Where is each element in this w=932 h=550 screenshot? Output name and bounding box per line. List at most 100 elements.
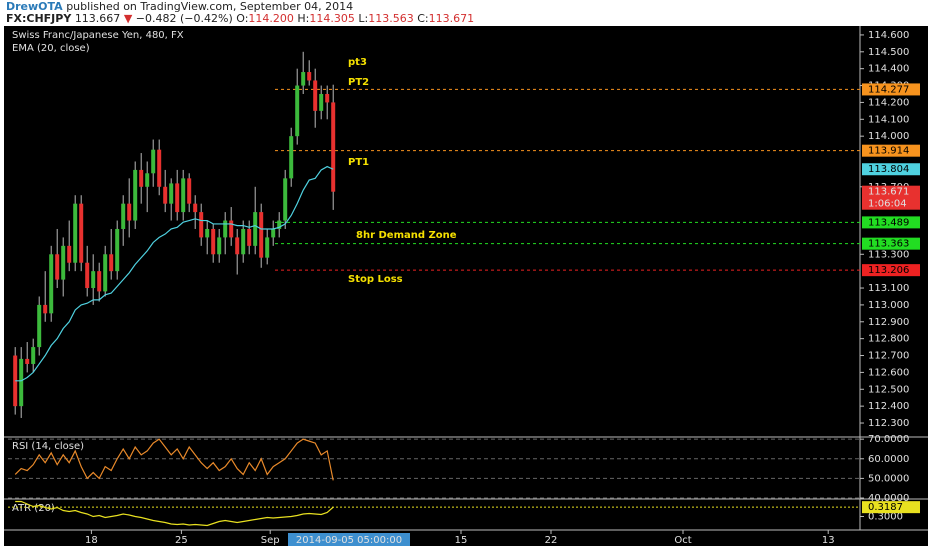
- candle-body: [295, 85, 300, 137]
- candle-body: [319, 93, 324, 111]
- ticker-line: FX:CHFJPY 113.667 ▼ −0.482 (−0.42%) O: 11…: [6, 12, 474, 25]
- candle-body: [211, 228, 216, 255]
- c-key: C:: [417, 12, 428, 25]
- y-tick-label: 114.400: [868, 64, 909, 75]
- h-val: 114.305: [309, 12, 355, 25]
- last-price-label: 113.671: [868, 187, 909, 198]
- header-bar: [0, 0, 932, 26]
- y-tick-label: 114.200: [868, 97, 909, 108]
- published: published on TradingView.com, September …: [66, 0, 353, 13]
- candle-body: [109, 254, 114, 272]
- y-tick-label: 113.100: [868, 283, 909, 294]
- ema-box: [862, 163, 920, 176]
- y-tick-label: 113.000: [868, 300, 909, 311]
- legend-ema: EMA (20, close): [12, 43, 90, 54]
- candle-body: [247, 228, 252, 246]
- candle-body: [91, 271, 96, 289]
- candle-body: [205, 228, 210, 238]
- level-label: 114.277: [868, 84, 909, 95]
- candle-body: [259, 212, 264, 258]
- x-tick-label: Sep: [261, 535, 280, 546]
- candle-body: [181, 178, 186, 213]
- annotation: 8hr Demand Zone: [356, 230, 457, 241]
- candle-body: [265, 237, 270, 258]
- last-value-box: [862, 501, 920, 514]
- last-value-label: 0.3187: [868, 502, 903, 513]
- countdown-label: 1:06:04: [868, 199, 907, 210]
- candle-body: [193, 203, 198, 213]
- annotation: Stop Loss: [348, 274, 403, 285]
- o-key: O:: [236, 12, 248, 25]
- candle-body: [31, 347, 36, 364]
- candle-body: [157, 149, 162, 187]
- last-price-box: [862, 185, 920, 210]
- chart-title: Swiss Franc/Japanese Yen, 480, FX: [12, 30, 184, 41]
- candle-body: [325, 93, 330, 103]
- h-key: H:: [297, 12, 309, 25]
- candle-body: [199, 212, 204, 238]
- level-label: 113.489: [868, 217, 909, 228]
- candle-body: [229, 220, 234, 238]
- ema-label: 113.804: [868, 164, 909, 175]
- x-tick-label: 13: [822, 535, 835, 546]
- candle-body: [169, 183, 174, 204]
- y-tick-label: 40.0000: [868, 493, 909, 504]
- candle-body: [187, 178, 192, 204]
- candle-body: [103, 254, 108, 292]
- plot-background: [4, 26, 928, 546]
- l-key: L:: [358, 12, 368, 25]
- candle-body: [241, 228, 246, 255]
- candle-body: [223, 220, 228, 238]
- candle-body: [55, 254, 60, 280]
- candle-body: [49, 254, 54, 314]
- candle-body: [97, 271, 102, 292]
- level-box: [862, 237, 920, 250]
- candle-body: [253, 212, 258, 246]
- candle-body: [139, 169, 144, 187]
- candle-body: [73, 203, 78, 263]
- level-label: 113.206: [868, 265, 909, 276]
- candle-body: [151, 149, 156, 174]
- y-tick-label: 70.0000: [868, 434, 909, 445]
- candle-body: [217, 237, 222, 255]
- symbol: FX:CHFJPY: [6, 12, 72, 25]
- x-tick-label: 18: [85, 535, 98, 546]
- author[interactable]: DrewOTA: [6, 0, 63, 13]
- ema-line: [15, 165, 334, 382]
- c-val: 113.671: [429, 12, 475, 25]
- x-tick-label: 25: [175, 535, 188, 546]
- candle-body: [133, 169, 138, 221]
- candle-body: [277, 220, 282, 229]
- crosshair-box: [288, 533, 410, 546]
- candle-body: [307, 72, 312, 81]
- y-tick-label: 112.300: [868, 418, 909, 429]
- candle-body: [271, 228, 276, 238]
- last: 113.667: [75, 12, 121, 25]
- level-box: [862, 216, 920, 229]
- change: −0.482 (−0.42%): [136, 12, 233, 25]
- candle-body: [61, 245, 66, 280]
- indicator-line: [15, 500, 334, 527]
- level-label: 113.363: [868, 239, 909, 250]
- y-tick-label: 114.600: [868, 30, 909, 41]
- candle-body: [301, 72, 306, 86]
- y-tick-label: 112.500: [868, 384, 909, 395]
- crosshair-label: 2014-09-05 05:00:00: [296, 535, 402, 546]
- candle-body: [79, 203, 84, 263]
- annotation: PT2: [348, 77, 369, 88]
- y-tick-label: 114.100: [868, 114, 909, 125]
- candle-body: [25, 358, 30, 364]
- candle-body: [331, 102, 336, 192]
- y-tick-label: 112.700: [868, 351, 909, 362]
- annotation: PT1: [348, 157, 369, 168]
- y-tick-label: 112.800: [868, 334, 909, 345]
- y-tick-label: 114.500: [868, 47, 909, 58]
- indicator-line: [14, 438, 334, 481]
- arrow: ▼: [124, 12, 133, 25]
- y-tick-label: 112.900: [868, 317, 909, 328]
- candle-body: [67, 245, 72, 263]
- candle-body: [175, 183, 180, 213]
- candle-body: [145, 173, 150, 187]
- candle-body: [163, 186, 168, 204]
